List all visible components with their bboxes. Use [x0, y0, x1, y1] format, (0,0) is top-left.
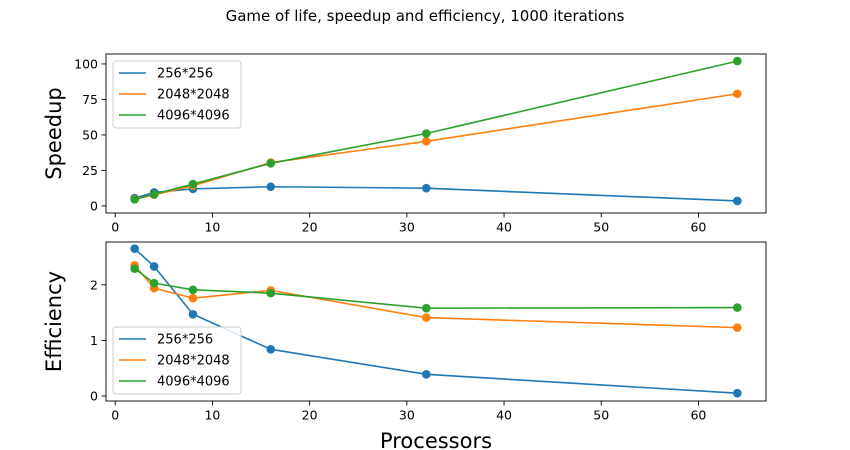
speedup-point-2048-2048: [733, 89, 742, 99]
efficiency-point-4096-4096: [266, 288, 276, 298]
efficiency-point-4096-4096: [188, 285, 198, 295]
efficiency-y-tick-label: 0: [90, 388, 98, 403]
speedup-x-tick-label: 60: [690, 220, 706, 235]
efficiency-x-tick-label: 30: [399, 408, 415, 423]
speedup-x-tick-label: 20: [302, 220, 318, 235]
efficiency-x-tick-label: 10: [204, 408, 220, 423]
speedup-panel: 0 10 20 30 40 50 60 0 25 50 75 100 Speedup 256*256 204…: [42, 53, 767, 235]
speedup-y-tick-label: 50: [82, 127, 98, 142]
speedup-legend-label: 256*256: [157, 67, 213, 82]
figure-title: Game of life, speedup and efficiency, 10…: [226, 7, 625, 25]
efficiency-legend-label: 256*256: [157, 333, 213, 348]
speedup-point-4096-4096: [266, 159, 276, 168]
efficiency-x-axis-label: Processors: [380, 429, 492, 450]
efficiency-x-tick-label: 20: [302, 408, 318, 423]
efficiency-panel: 0 10 20 30 40 50 60 0 1 2 Efficiency Processors 256*…: [42, 241, 767, 450]
speedup-x-tick-label: 10: [204, 220, 220, 235]
speedup-legend-label: 2048*2048: [157, 88, 230, 103]
speedup-point-4096-4096: [421, 129, 431, 138]
efficiency-x-tick-label: 50: [593, 408, 609, 423]
speedup-y-axis-label: Speedup: [42, 87, 66, 179]
speedup-point-256-256: [733, 196, 742, 206]
speedup-point-256-256: [421, 183, 431, 193]
speedup-x-tick-label: 0: [111, 220, 119, 235]
efficiency-y-tick-label: 2: [90, 277, 98, 292]
speedup-y-tick-label: 25: [82, 163, 98, 178]
speedup-x-tick-label: 40: [496, 220, 512, 235]
speedup-point-4096-4096: [733, 56, 742, 66]
speedup-y-tick-label: 100: [74, 56, 98, 71]
speedup-y-tick-label: 75: [82, 92, 98, 107]
efficiency-point-256-256: [266, 344, 276, 354]
efficiency-point-2048-2048: [733, 323, 742, 332]
efficiency-y-tick-label: 1: [90, 333, 98, 348]
efficiency-point-2048-2048: [421, 313, 431, 322]
speedup-point-4096-4096: [188, 179, 198, 189]
speedup-point-2048-2048: [421, 137, 431, 146]
efficiency-point-4096-4096: [149, 278, 159, 288]
efficiency-point-2048-2048: [188, 293, 198, 303]
speedup-legend-label: 4096*4096: [157, 109, 230, 124]
speedup-y-tick-label: 0: [90, 198, 98, 213]
speedup-point-256-256: [266, 182, 276, 192]
efficiency-point-4096-4096: [130, 264, 139, 273]
efficiency-legend-label: 2048*2048: [157, 354, 230, 369]
efficiency-y-axis-label: Efficiency: [42, 271, 66, 372]
efficiency-legend-label: 4096*4096: [157, 375, 230, 390]
efficiency-point-4096-4096: [733, 303, 742, 312]
speedup-point-4096-4096: [130, 195, 139, 204]
efficiency-x-tick-label: 40: [496, 408, 512, 423]
efficiency-point-256-256: [733, 388, 742, 398]
efficiency-legend: [112, 326, 242, 395]
efficiency-x-tick-label: 60: [690, 408, 706, 423]
speedup-point-4096-4096: [149, 189, 159, 199]
efficiency-point-256-256: [188, 309, 198, 319]
efficiency-point-4096-4096: [421, 303, 431, 313]
efficiency-point-256-256: [421, 370, 431, 379]
efficiency-x-tick-label: 0: [111, 408, 119, 423]
efficiency-point-256-256: [149, 262, 159, 271]
speedup-legend: [112, 60, 242, 129]
efficiency-point-256-256: [130, 244, 139, 253]
speedup-x-tick-label: 30: [399, 220, 415, 235]
speedup-x-tick-label: 50: [593, 220, 609, 235]
